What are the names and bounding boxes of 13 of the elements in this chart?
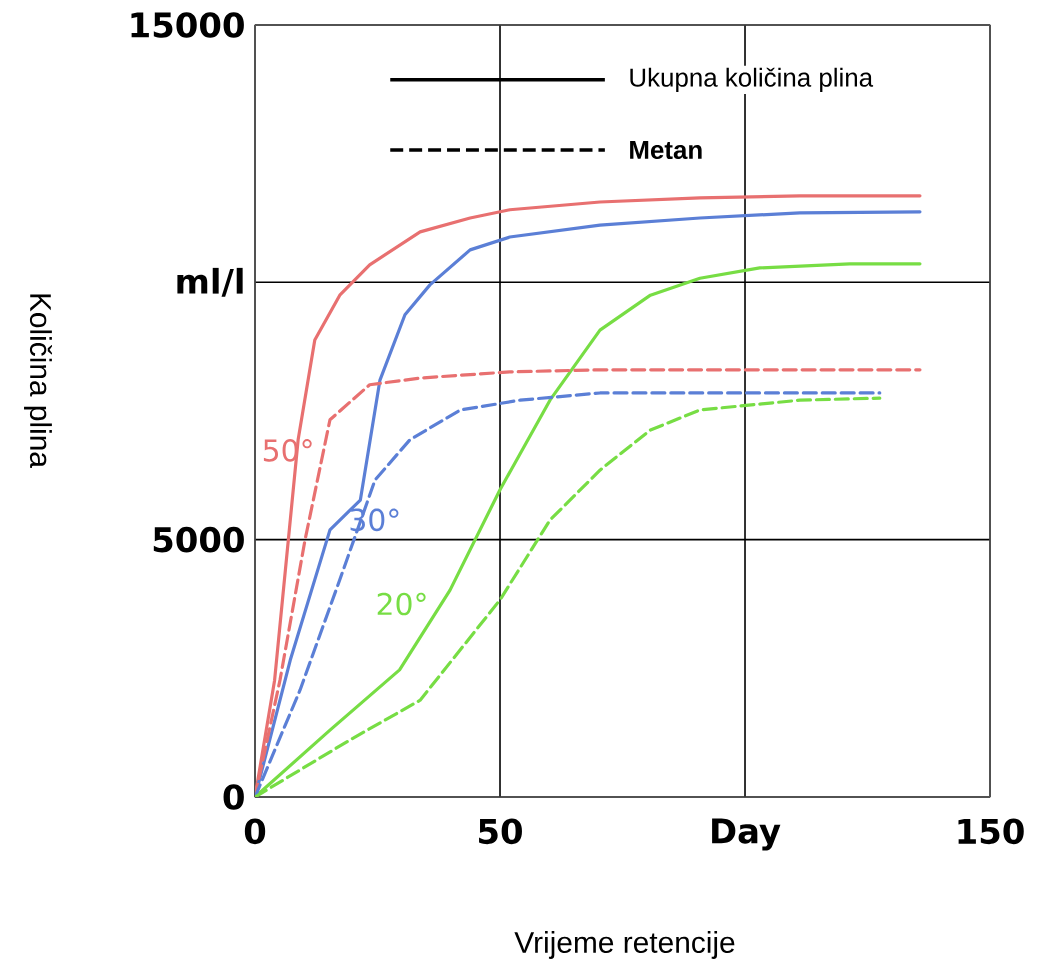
y-axis-title: Količina plina — [24, 294, 52, 468]
x-tick-label: Day — [712, 818, 781, 851]
y-tick-label: ml/l — [177, 267, 243, 297]
x-tick-label: 150 — [958, 818, 1024, 845]
y-tick-label: 15000 — [131, 12, 244, 38]
annotation: Ukupna količina plina — [630, 67, 874, 92]
x-tick-label: 0 — [244, 818, 266, 845]
x-axis-title: Vrijeme retencije — [514, 931, 735, 959]
annotation: Metan — [630, 141, 702, 160]
series-label: 20° — [377, 592, 426, 616]
y-tick-label: 0 — [223, 784, 244, 810]
y-tick-label: 5000 — [153, 526, 244, 553]
x-tick-label: 50 — [479, 818, 522, 845]
